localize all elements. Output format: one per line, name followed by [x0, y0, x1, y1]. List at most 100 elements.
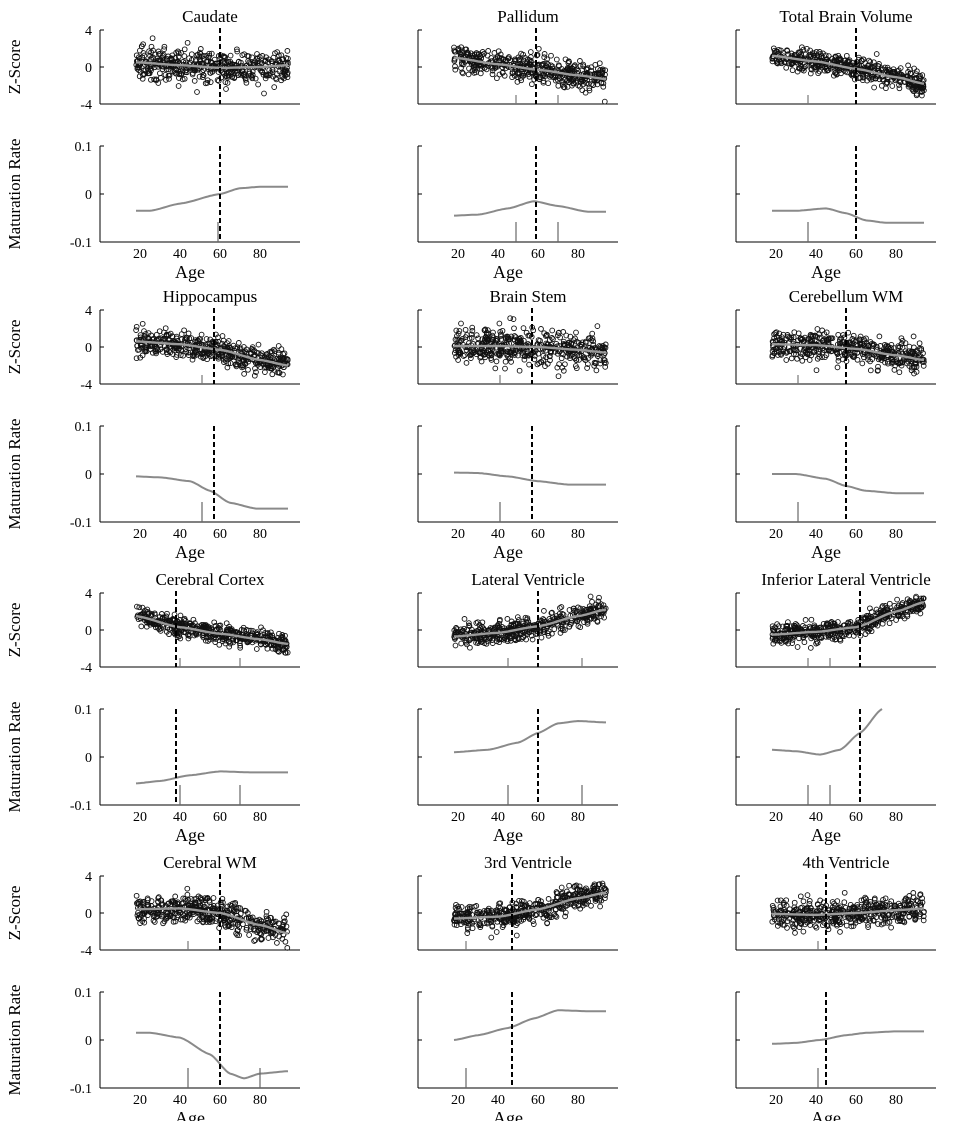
data-point — [228, 53, 233, 58]
data-point — [588, 594, 593, 599]
rate-tick-label: 0 — [85, 1034, 92, 1049]
data-point — [285, 49, 290, 54]
data-point — [790, 68, 795, 73]
data-point — [860, 361, 865, 366]
age-tick-label: 60 — [531, 527, 545, 542]
age-tick-label: 40 — [491, 247, 505, 262]
data-point — [163, 326, 168, 331]
zscore-tick-label: 0 — [85, 907, 92, 922]
data-point — [185, 40, 190, 45]
rate-ylabel: Maturation Rate — [5, 702, 24, 813]
age-tick-label: 80 — [253, 527, 267, 542]
age-tick-label: 40 — [173, 247, 187, 262]
panel-title: Cerebral Cortex — [155, 570, 265, 589]
rate-curve — [136, 1033, 288, 1079]
age-tick-label: 60 — [531, 810, 545, 825]
age-tick-label: 20 — [769, 527, 783, 542]
data-point — [546, 81, 551, 86]
age-tick-label: 20 — [451, 247, 465, 262]
data-point — [595, 324, 600, 329]
age-tick-label: 40 — [491, 527, 505, 542]
data-point — [792, 330, 797, 335]
rate-curve — [136, 476, 288, 508]
age-tick-label: 40 — [173, 1093, 187, 1108]
data-point — [497, 321, 502, 326]
data-point — [179, 332, 184, 337]
panel-title: Brain Stem — [490, 287, 567, 306]
data-point — [140, 321, 145, 326]
data-point — [556, 83, 561, 88]
data-point — [494, 359, 499, 364]
data-point — [808, 646, 813, 651]
age-tick-label: 40 — [491, 810, 505, 825]
data-point — [453, 643, 458, 648]
data-point — [152, 920, 157, 925]
age-tick-label: 20 — [133, 1093, 147, 1108]
rate-curve — [136, 771, 288, 783]
data-point — [459, 641, 464, 646]
data-point — [815, 327, 820, 332]
age-tick-label: 40 — [173, 810, 187, 825]
data-point — [868, 368, 873, 373]
data-point — [279, 347, 284, 352]
rate-curve — [454, 721, 606, 752]
age-tick-label: 80 — [253, 247, 267, 262]
data-point — [164, 78, 169, 83]
scatter-points — [770, 327, 926, 376]
data-point — [256, 82, 261, 87]
data-point — [247, 933, 252, 938]
rate-tick-label: -0.1 — [70, 799, 92, 814]
age-tick-label: 80 — [253, 810, 267, 825]
zscore-ylabel: Z-Score — [5, 886, 24, 941]
age-tick-label: 20 — [133, 247, 147, 262]
data-point — [809, 617, 814, 622]
data-point — [539, 635, 544, 640]
age-xlabel: Age — [811, 262, 841, 282]
rate-tick-label: 0 — [85, 188, 92, 203]
data-point — [890, 84, 895, 89]
age-tick-label: 40 — [809, 810, 823, 825]
age-tick-label: 60 — [531, 247, 545, 262]
age-xlabel: Age — [175, 825, 205, 845]
panel-title: Total Brain Volume — [779, 7, 912, 26]
age-xlabel: Age — [811, 542, 841, 562]
data-point — [521, 326, 526, 331]
panel-title: Cerebellum WM — [789, 287, 903, 306]
data-point — [284, 912, 289, 917]
data-point — [463, 327, 468, 332]
data-point — [784, 65, 789, 70]
data-point — [459, 321, 464, 326]
data-point — [173, 894, 178, 899]
data-point — [211, 896, 216, 901]
age-tick-label: 80 — [253, 1093, 267, 1108]
rate-tick-label: 0.1 — [75, 420, 93, 435]
panel-title: Cerebral WM — [163, 853, 257, 872]
age-tick-label: 40 — [809, 247, 823, 262]
age-xlabel: Age — [493, 542, 523, 562]
rate-curve — [772, 474, 924, 493]
rate-tick-label: 0.1 — [75, 703, 93, 718]
age-xlabel: Age — [175, 262, 205, 282]
age-xlabel: Age — [175, 542, 205, 562]
data-point — [134, 893, 139, 898]
data-point — [551, 337, 556, 342]
data-point — [149, 77, 154, 82]
data-point — [897, 86, 902, 91]
age-tick-label: 20 — [769, 810, 783, 825]
data-point — [814, 368, 819, 373]
data-point — [503, 366, 508, 371]
rate-tick-label: 0.1 — [75, 986, 93, 1001]
age-tick-label: 80 — [571, 810, 585, 825]
data-point — [906, 63, 911, 68]
rate-curve — [772, 208, 924, 222]
data-point — [470, 926, 475, 931]
data-point — [478, 71, 483, 76]
data-point — [508, 316, 513, 321]
zscore-tick-label: -4 — [80, 98, 92, 113]
zscore-ylabel: Z-Score — [5, 320, 24, 375]
